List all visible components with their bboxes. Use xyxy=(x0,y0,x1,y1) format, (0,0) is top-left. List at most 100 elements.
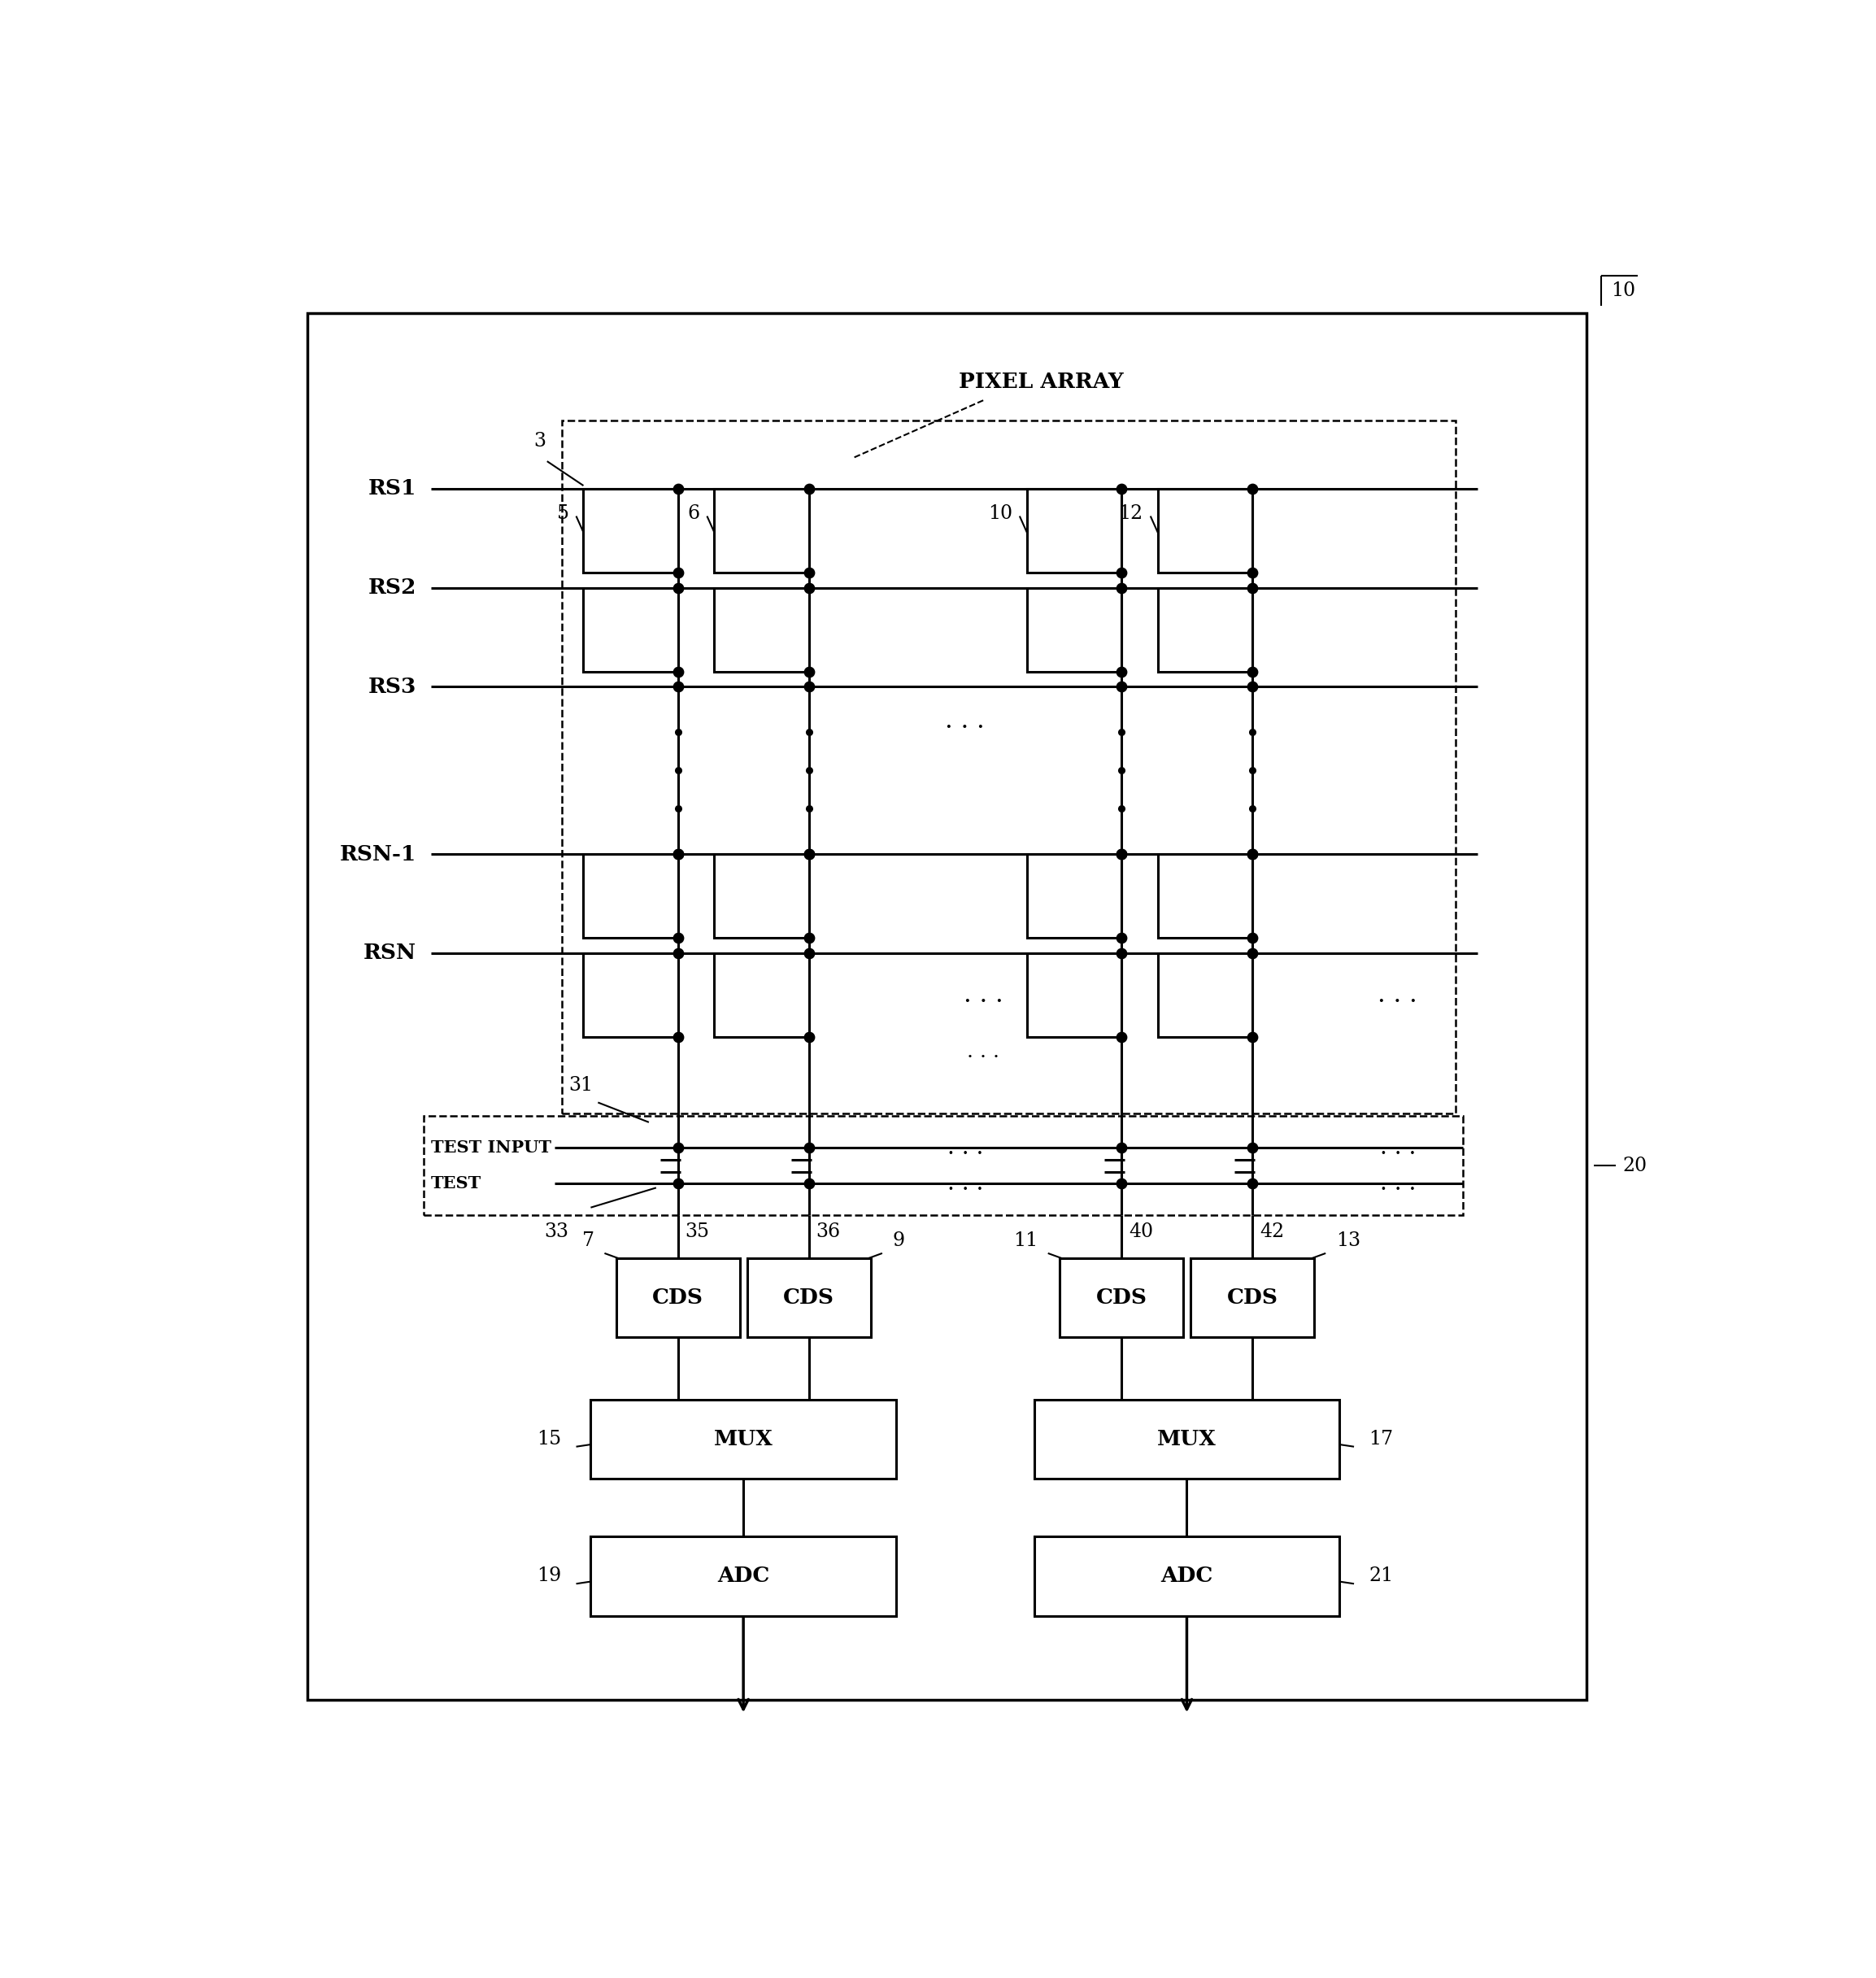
Text: 11: 11 xyxy=(1013,1232,1037,1250)
Text: 7: 7 xyxy=(582,1232,595,1250)
Text: CDS: CDS xyxy=(1227,1288,1278,1307)
Point xyxy=(1107,938,1137,969)
Text: . . .: . . . xyxy=(946,708,985,734)
Point xyxy=(1107,572,1137,603)
Point xyxy=(1107,839,1137,870)
Text: ADC: ADC xyxy=(1161,1567,1214,1586)
Text: . . .: . . . xyxy=(1379,1137,1416,1159)
Bar xyxy=(583,587,677,671)
Bar xyxy=(1191,1258,1313,1337)
Text: CDS: CDS xyxy=(1096,1288,1146,1307)
Point xyxy=(662,1021,692,1052)
Text: . . .: . . . xyxy=(1379,1173,1416,1195)
Point xyxy=(1238,839,1268,870)
Bar xyxy=(1026,587,1122,671)
Text: 35: 35 xyxy=(685,1222,709,1242)
Point xyxy=(662,556,692,587)
Point xyxy=(1238,556,1268,587)
Point xyxy=(662,655,692,686)
Bar xyxy=(1060,1258,1184,1337)
Text: RS3: RS3 xyxy=(368,676,416,696)
Bar xyxy=(1157,489,1253,572)
Bar xyxy=(1034,1400,1339,1480)
Bar xyxy=(561,419,1456,1114)
Point xyxy=(1238,572,1268,603)
Text: 5: 5 xyxy=(557,504,568,522)
Point xyxy=(794,1131,824,1163)
Point xyxy=(1107,473,1137,504)
Point xyxy=(662,938,692,969)
Point xyxy=(794,556,824,587)
Text: 31: 31 xyxy=(568,1076,593,1096)
Text: 42: 42 xyxy=(1259,1222,1283,1242)
Text: 10: 10 xyxy=(989,504,1013,522)
Point xyxy=(662,671,692,702)
Point xyxy=(662,839,692,870)
Bar xyxy=(1157,854,1253,938)
Point xyxy=(794,1021,824,1052)
Bar xyxy=(583,854,677,938)
Text: CDS: CDS xyxy=(653,1288,704,1307)
Point xyxy=(1107,1167,1137,1199)
Point xyxy=(794,671,824,702)
Bar xyxy=(1034,1537,1339,1616)
Bar xyxy=(715,953,809,1036)
Point xyxy=(662,1131,692,1163)
Text: 17: 17 xyxy=(1369,1430,1394,1448)
Text: . . .: . . . xyxy=(964,983,1004,1007)
Text: 36: 36 xyxy=(816,1222,840,1242)
Point xyxy=(1107,922,1137,953)
Bar xyxy=(1157,587,1253,671)
Point xyxy=(662,922,692,953)
Point xyxy=(662,1167,692,1199)
Point xyxy=(1238,473,1268,504)
Point xyxy=(794,1167,824,1199)
Bar xyxy=(1157,953,1253,1036)
Text: MUX: MUX xyxy=(713,1428,773,1450)
Text: 19: 19 xyxy=(537,1567,561,1586)
Bar xyxy=(308,315,1587,1699)
Point xyxy=(1107,556,1137,587)
Bar xyxy=(615,1258,739,1337)
Bar xyxy=(591,1400,897,1480)
Point xyxy=(1238,839,1268,870)
Text: 9: 9 xyxy=(893,1232,904,1250)
Text: RSN-1: RSN-1 xyxy=(340,845,416,864)
Point xyxy=(794,572,824,603)
Point xyxy=(662,473,692,504)
Point xyxy=(662,839,692,870)
Point xyxy=(1238,938,1268,969)
Text: MUX: MUX xyxy=(1157,1428,1216,1450)
Point xyxy=(794,473,824,504)
Point xyxy=(794,839,824,870)
Text: 3: 3 xyxy=(533,431,546,451)
Point xyxy=(662,572,692,603)
Point xyxy=(1107,655,1137,686)
Text: 20: 20 xyxy=(1623,1157,1647,1175)
Point xyxy=(1107,1021,1137,1052)
Point xyxy=(1238,671,1268,702)
Text: PIXEL ARRAY: PIXEL ARRAY xyxy=(959,372,1124,392)
Bar xyxy=(424,1116,1463,1214)
Point xyxy=(1107,671,1137,702)
Point xyxy=(1238,1131,1268,1163)
Point xyxy=(794,839,824,870)
Point xyxy=(1238,655,1268,686)
Text: RSN: RSN xyxy=(364,944,416,963)
Point xyxy=(1107,839,1137,870)
Point xyxy=(1238,1021,1268,1052)
Text: 40: 40 xyxy=(1129,1222,1154,1242)
Bar xyxy=(591,1537,897,1616)
Text: 15: 15 xyxy=(537,1430,561,1448)
Point xyxy=(1107,1131,1137,1163)
Text: 13: 13 xyxy=(1336,1232,1360,1250)
Point xyxy=(794,922,824,953)
Text: CDS: CDS xyxy=(782,1288,835,1307)
Text: . . .: . . . xyxy=(966,1042,1000,1062)
Text: . . .: . . . xyxy=(947,1137,983,1159)
Bar xyxy=(747,1258,870,1337)
Bar xyxy=(715,587,809,671)
Bar xyxy=(583,953,677,1036)
Bar xyxy=(715,489,809,572)
Text: . . .: . . . xyxy=(1377,983,1418,1007)
